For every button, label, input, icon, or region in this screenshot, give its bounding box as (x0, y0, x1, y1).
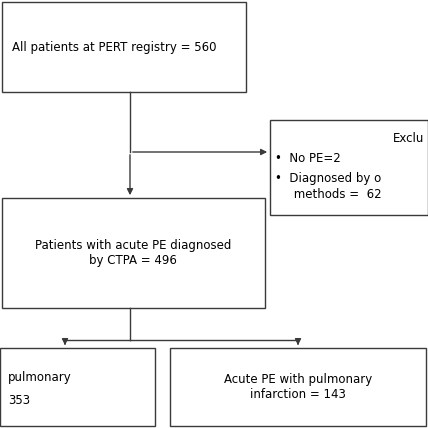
Bar (2, 198, 265, 308)
Text: 353: 353 (8, 393, 30, 407)
Text: Exclu: Exclu (392, 132, 424, 145)
Bar (2, 2, 246, 92)
Text: •  No PE=2: • No PE=2 (275, 152, 341, 165)
Text: •  Diagnosed by o: • Diagnosed by o (275, 172, 381, 185)
Text: Acute PE with pulmonary
infarction = 143: Acute PE with pulmonary infarction = 143 (224, 373, 372, 401)
Text: pulmonary: pulmonary (8, 372, 72, 384)
Bar (170, 348, 426, 426)
Bar (0, 348, 155, 426)
Bar (270, 120, 428, 215)
Text: methods =  62: methods = 62 (275, 188, 382, 201)
Text: Patients with acute PE diagnosed
by CTPA = 496: Patients with acute PE diagnosed by CTPA… (35, 239, 231, 267)
Text: All patients at PERT registry = 560: All patients at PERT registry = 560 (12, 41, 217, 54)
